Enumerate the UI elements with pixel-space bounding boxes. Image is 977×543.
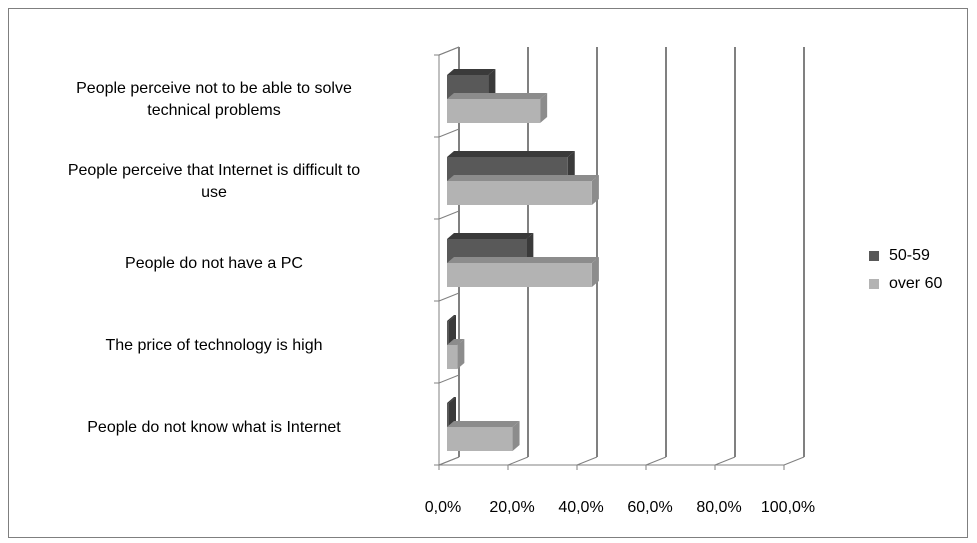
category-label-3: The price of technology is high — [14, 335, 414, 357]
legend-item-1: over 60 — [869, 275, 942, 293]
legend-item-0: 50-59 — [869, 247, 930, 265]
bar-top-1-4 — [447, 421, 520, 427]
bar-top-1-3 — [447, 339, 465, 345]
bar-1-0 — [447, 99, 541, 123]
floor-gridline-4 — [714, 456, 736, 466]
bar-side-0-0 — [488, 69, 496, 99]
x-tick-label-2: 40,0% — [558, 499, 604, 516]
bar-side-0-3 — [449, 315, 456, 345]
legend-swatch-0 — [869, 251, 879, 261]
bar-side-1-4 — [512, 421, 520, 451]
bar-side-1-3 — [457, 339, 465, 369]
bar-top-0-0 — [447, 69, 496, 75]
category-label-line: People do not know what is Internet — [87, 419, 341, 436]
bar-0-4 — [447, 403, 449, 427]
category-label-line: technical problems — [147, 102, 281, 119]
bar-1-2 — [447, 263, 592, 287]
x-tick-label-1: 20,0% — [489, 499, 535, 516]
legend-label-1: over 60 — [889, 275, 943, 292]
category-label-0: People perceive not to be able to solve t… — [14, 78, 414, 122]
category-label-line: People do not have a PC — [125, 255, 303, 272]
bar-top-0-4 — [447, 397, 456, 403]
category-label-4: People do not know what is Internet — [14, 417, 414, 439]
category-label-1: People perceive that Internet is difficu… — [14, 160, 414, 204]
bar-1-1 — [447, 181, 592, 205]
floor-gridline-2 — [576, 456, 598, 466]
wall-tick-4 — [438, 374, 460, 384]
bar-0-3 — [447, 321, 449, 345]
bar-side-1-2 — [591, 257, 599, 287]
bar-top-0-1 — [447, 151, 575, 157]
bar-top-1-1 — [447, 175, 599, 181]
bar-top-0-3 — [447, 315, 456, 321]
wall-tick-0 — [438, 46, 460, 56]
floor-gridline-3 — [645, 456, 667, 466]
bar-chart — [434, 46, 805, 470]
bar-side-0-4 — [449, 397, 456, 427]
bar-side-0-1 — [567, 151, 575, 181]
legend-label-0: 50-59 — [889, 247, 930, 264]
x-tick-label-0: 0,0% — [424, 499, 462, 516]
bar-top-1-2 — [447, 257, 599, 263]
bar-side-1-0 — [540, 93, 548, 123]
category-label-line: use — [201, 184, 227, 201]
x-tick-label-3: 60,0% — [627, 499, 673, 516]
chart-frame: People perceive not to be able to solve t… — [8, 8, 968, 538]
category-label-line: People perceive that Internet is difficu… — [67, 162, 361, 179]
wall-tick-5 — [438, 456, 460, 466]
wall-tick-3 — [438, 292, 460, 302]
wall-tick-1 — [438, 128, 460, 138]
bar-side-1-1 — [591, 175, 599, 205]
bar-top-1-0 — [447, 93, 548, 99]
floor-gridline-1 — [507, 456, 529, 466]
bar-1-3 — [447, 345, 458, 369]
legend-swatch-1 — [869, 279, 879, 289]
floor-gridline-5 — [783, 456, 805, 466]
category-label-line: The price of technology is high — [105, 337, 323, 354]
bar-top-0-2 — [447, 233, 534, 239]
wall-tick-2 — [438, 210, 460, 220]
bar-1-4 — [447, 427, 513, 451]
bar-side-0-2 — [526, 233, 534, 263]
x-tick-label-4: 80,0% — [696, 499, 742, 516]
x-tick-label-5: 100,0% — [760, 499, 816, 516]
category-label-2: People do not have a PC — [14, 253, 414, 275]
category-label-line: People perceive not to be able to solve — [76, 80, 352, 97]
